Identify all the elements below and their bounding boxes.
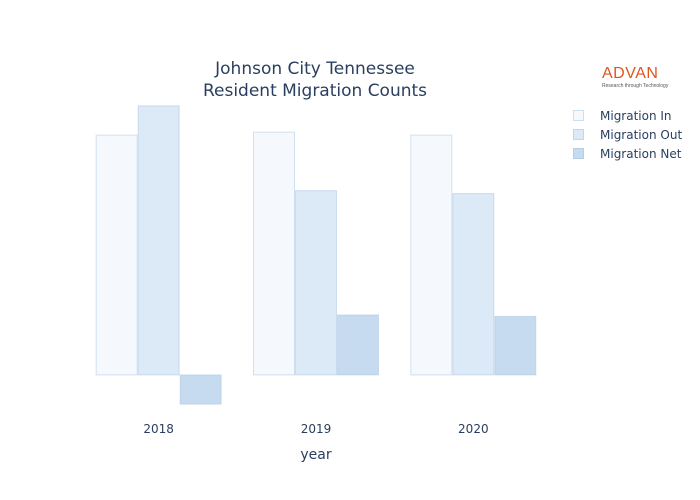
bar-migration-in-2018[interactable]	[95, 134, 138, 376]
legend-item-migration-net[interactable]: Migration Net	[573, 144, 682, 163]
bar-migration-out-2018[interactable]	[137, 105, 180, 376]
x-tick-label-2020: 2020	[458, 422, 489, 436]
chart-title-line-1: Johnson City Tennessee	[215, 59, 415, 79]
bar-migration-net-2018[interactable]	[179, 374, 222, 405]
chart-title-line-2: Resident Migration Counts	[202, 81, 428, 101]
bar-migration-out-2019[interactable]	[295, 190, 337, 376]
legend[interactable]: Migration In Migration Out Migration Net	[573, 106, 682, 163]
legend-swatch-migration-in	[573, 110, 584, 121]
bar-migration-in-2019[interactable]	[253, 131, 295, 376]
legend-label-migration-net: Migration Net	[600, 146, 682, 161]
legend-item-migration-out[interactable]: Migration Out	[573, 125, 682, 144]
logo-wordmark: ADVAN	[602, 65, 659, 82]
x-axis-title: year	[300, 447, 332, 463]
legend-label-migration-out: Migration Out	[600, 127, 683, 142]
chart-title: Johnson City Tennessee Resident Migratio…	[145, 58, 485, 102]
logo-tagline: Research through Technology	[602, 83, 669, 89]
legend-label-migration-in: Migration In	[600, 108, 672, 123]
bar-migration-net-2020[interactable]	[494, 315, 537, 376]
legend-swatch-migration-out	[573, 129, 584, 140]
bar-migration-in-2020[interactable]	[410, 134, 453, 376]
advan-logo: ADVAN Research through Technology	[602, 65, 670, 90]
legend-item-migration-in[interactable]: Migration In	[573, 106, 682, 125]
x-tick-label-2018: 2018	[143, 422, 174, 436]
bar-migration-out-2020[interactable]	[452, 193, 495, 376]
bar-migration-net-2019[interactable]	[337, 314, 379, 376]
legend-swatch-migration-net	[573, 148, 584, 159]
x-tick-label-2019: 2019	[301, 422, 332, 436]
